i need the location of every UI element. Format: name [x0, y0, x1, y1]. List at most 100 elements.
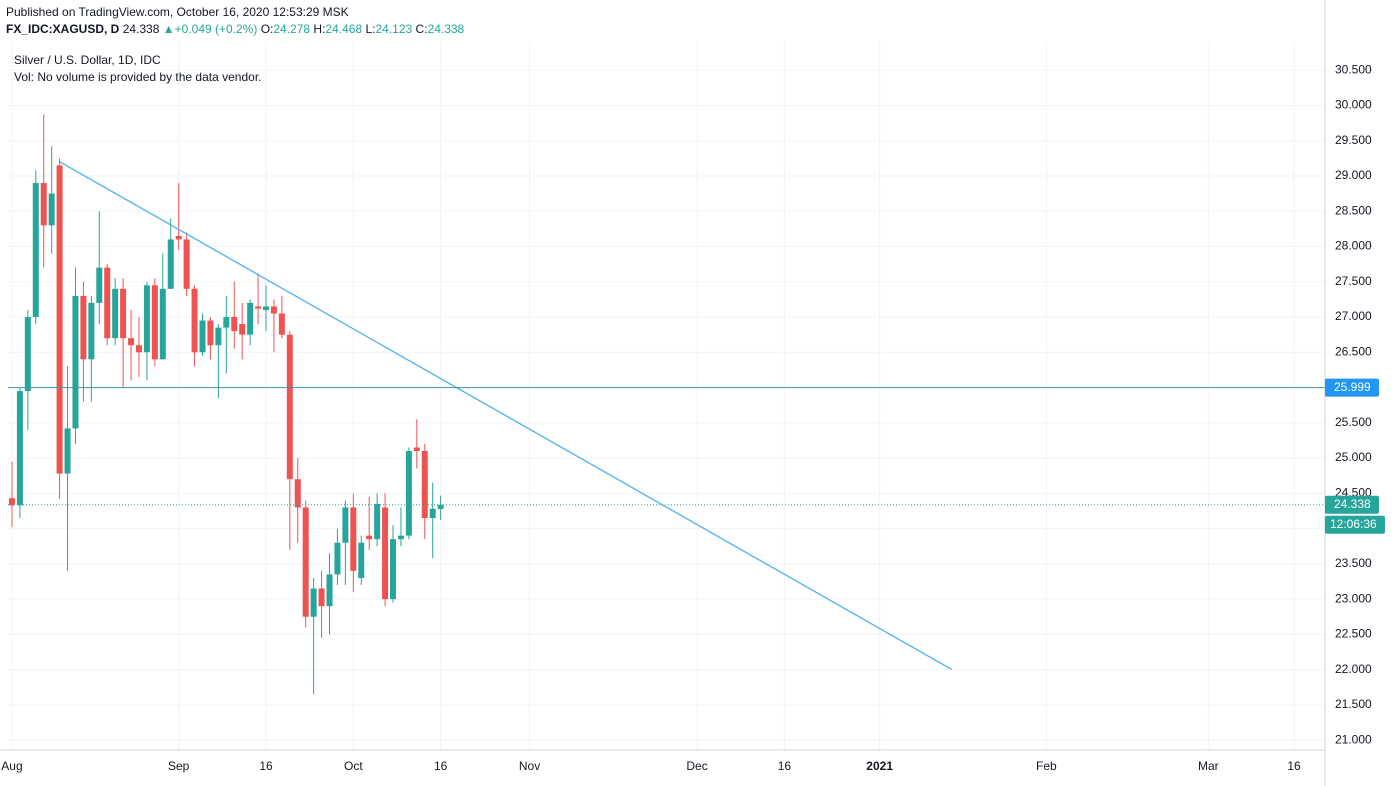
- candle-body: [128, 338, 135, 346]
- candle-body: [247, 302, 254, 335]
- candle-body: [88, 302, 95, 360]
- y-tick-label: 28.000: [1335, 239, 1372, 253]
- candle-body: [358, 542, 365, 578]
- candle-body: [16, 391, 23, 506]
- candle-body: [191, 288, 198, 353]
- candle-body: [334, 542, 341, 575]
- candle-body: [159, 288, 166, 360]
- h-label: H:: [313, 22, 326, 36]
- candle-body: [8, 498, 15, 506]
- candle-body: [32, 183, 39, 318]
- candle-body: [342, 507, 349, 543]
- y-tick-label: 21.500: [1335, 697, 1372, 711]
- candle-body: [64, 428, 71, 474]
- candle-body: [405, 451, 412, 536]
- candle-body: [255, 306, 262, 309]
- o-label: O:: [260, 22, 274, 36]
- candle-body: [207, 320, 214, 346]
- candle-body: [270, 306, 277, 314]
- c-value: 24.338: [427, 22, 465, 36]
- candle-body: [421, 451, 428, 518]
- y-tick-label: 30.000: [1335, 98, 1372, 112]
- candle-body: [326, 574, 333, 607]
- header: Published on TradingView.com, October 16…: [6, 4, 464, 38]
- candle-body: [151, 285, 158, 360]
- candle-body: [24, 317, 31, 392]
- candle-body: [143, 285, 150, 353]
- candle-body: [48, 193, 55, 226]
- c-label: C:: [415, 22, 428, 36]
- candle-body: [318, 588, 325, 607]
- trend-line: [59, 161, 953, 671]
- candle-body: [350, 507, 357, 571]
- change-arrow: ▲: [162, 22, 175, 36]
- candle-body: [104, 267, 111, 339]
- y-tick-label: 26.500: [1335, 344, 1372, 358]
- y-tick-label: 29.000: [1335, 168, 1372, 182]
- change: +0.049 (+0.2%): [174, 22, 258, 36]
- h-value: 24.468: [325, 22, 363, 36]
- candle-body: [263, 306, 270, 310]
- x-tick-label: Dec: [686, 759, 707, 773]
- candle-body: [40, 183, 47, 226]
- x-tick-label: 2021: [866, 759, 893, 773]
- y-tick-label: 22.000: [1335, 662, 1372, 676]
- y-tick-label: 23.000: [1335, 591, 1372, 605]
- candle-body: [112, 288, 119, 339]
- candle-body: [215, 327, 222, 346]
- y-tick-label: 21.000: [1335, 732, 1372, 746]
- last: 24.338: [122, 22, 160, 36]
- candle-body: [167, 239, 174, 289]
- y-tick-label: 23.500: [1335, 556, 1372, 570]
- candle-body: [390, 539, 397, 600]
- candle-body: [294, 479, 301, 508]
- candle-body: [199, 320, 206, 353]
- last-price-bg: [1325, 495, 1379, 514]
- countdown: 12:06:36: [1330, 517, 1377, 531]
- symbol: FX_IDC:XAGUSD, D: [6, 22, 120, 36]
- chart-title: Silver / U.S. Dollar, 1D, IDC: [14, 53, 161, 67]
- y-tick-label: 25.000: [1335, 450, 1372, 464]
- x-tick-label: Mar: [1198, 759, 1219, 773]
- l-value: 24.123: [375, 22, 413, 36]
- l-label: L:: [365, 22, 376, 36]
- candle-body: [231, 317, 238, 332]
- legend: FX_IDC:XAGUSD, D 24.338 ▲+0.049 (+0.2%) …: [6, 21, 464, 38]
- candle-body: [286, 334, 293, 480]
- y-tick-label: 30.500: [1335, 62, 1372, 76]
- candle-body: [437, 504, 444, 509]
- last-price-label: 24.338: [1334, 497, 1371, 511]
- y-tick-label: 29.500: [1335, 133, 1372, 147]
- x-tick-label: Sep: [168, 759, 190, 773]
- o-value: 24.278: [273, 22, 311, 36]
- price-label-bg: [1325, 378, 1379, 397]
- x-tick-label: Oct: [344, 759, 363, 773]
- chart-subtitle: Vol: No volume is provided by the data v…: [14, 70, 261, 84]
- candle-body: [72, 295, 79, 429]
- candle-body: [183, 239, 190, 289]
- x-tick-label: Feb: [1036, 759, 1057, 773]
- candle-body: [96, 267, 103, 303]
- price-label: 25.999: [1334, 380, 1371, 394]
- candle-body: [302, 507, 309, 617]
- candle-body: [413, 447, 420, 452]
- candle-body: [374, 503, 381, 540]
- published: Published on TradingView.com, October 16…: [6, 5, 349, 19]
- x-tick-label: 16: [778, 759, 792, 773]
- x-tick-label: 16: [259, 759, 273, 773]
- candle-body: [239, 324, 246, 335]
- candle-body: [175, 235, 182, 240]
- candle-body: [429, 508, 436, 518]
- candle-body: [310, 588, 317, 617]
- candle-body: [366, 535, 373, 540]
- y-tick-label: 25.500: [1335, 415, 1372, 429]
- x-tick-label: Aug: [1, 759, 22, 773]
- candle-body: [382, 507, 389, 600]
- candle-body: [80, 295, 87, 360]
- candle-body: [278, 313, 285, 335]
- y-tick-label: 28.500: [1335, 203, 1372, 217]
- x-tick-label: Nov: [519, 759, 540, 773]
- candle-body: [120, 288, 127, 339]
